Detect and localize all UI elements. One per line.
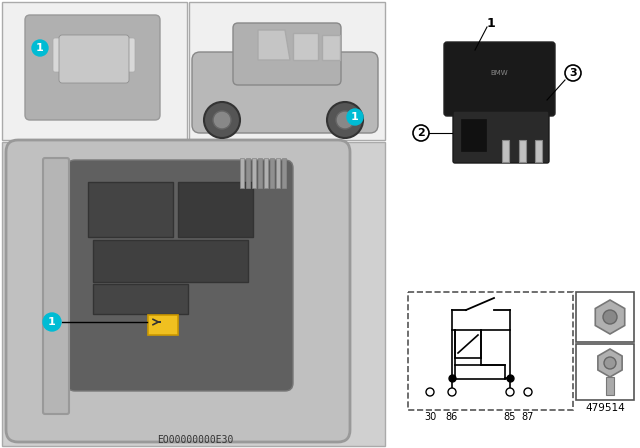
FancyBboxPatch shape: [53, 38, 135, 72]
Bar: [93, 284, 188, 314]
Bar: [535, 140, 542, 162]
Text: 3: 3: [427, 402, 433, 412]
FancyBboxPatch shape: [43, 158, 69, 414]
Text: 2: 2: [578, 348, 586, 361]
Circle shape: [506, 388, 514, 396]
Circle shape: [524, 388, 532, 396]
FancyBboxPatch shape: [453, 111, 549, 163]
Bar: [2, 2, 187, 140]
FancyBboxPatch shape: [192, 52, 378, 133]
Text: 2: 2: [507, 402, 513, 412]
Circle shape: [413, 125, 429, 141]
Text: 1: 1: [449, 402, 455, 412]
Circle shape: [43, 313, 61, 331]
Polygon shape: [322, 35, 340, 60]
Circle shape: [327, 102, 363, 138]
Bar: [606, 377, 614, 395]
FancyBboxPatch shape: [67, 160, 293, 391]
Circle shape: [213, 111, 231, 129]
Text: EO00000000E30: EO00000000E30: [157, 435, 233, 445]
Bar: [148, 315, 178, 335]
Text: 1: 1: [36, 43, 44, 53]
Text: 5: 5: [525, 402, 531, 412]
Bar: [240, 158, 244, 188]
Bar: [93, 240, 248, 282]
Text: 1: 1: [486, 17, 495, 30]
Polygon shape: [598, 349, 622, 377]
Text: 1: 1: [351, 112, 359, 122]
Text: 3: 3: [569, 68, 577, 78]
Bar: [408, 292, 573, 410]
Text: 2: 2: [417, 128, 425, 138]
Text: 479514: 479514: [585, 403, 625, 413]
Polygon shape: [293, 33, 318, 60]
Bar: [246, 158, 250, 188]
FancyBboxPatch shape: [233, 23, 341, 85]
FancyBboxPatch shape: [59, 35, 129, 83]
Circle shape: [32, 40, 48, 56]
Bar: [276, 158, 280, 188]
Polygon shape: [595, 300, 625, 334]
Bar: [178, 182, 253, 237]
FancyBboxPatch shape: [444, 42, 555, 116]
Circle shape: [347, 109, 363, 125]
Bar: [2, 142, 385, 446]
Circle shape: [604, 357, 616, 369]
Bar: [455, 330, 481, 358]
Text: 85: 85: [504, 412, 516, 422]
Bar: [455, 365, 505, 379]
FancyBboxPatch shape: [6, 140, 350, 442]
Bar: [576, 292, 634, 342]
Text: 3: 3: [578, 301, 586, 314]
Text: 30: 30: [424, 412, 436, 422]
Text: 87: 87: [522, 412, 534, 422]
Text: 86: 86: [446, 412, 458, 422]
Circle shape: [448, 388, 456, 396]
Circle shape: [204, 102, 240, 138]
Bar: [88, 182, 173, 237]
FancyBboxPatch shape: [25, 15, 160, 120]
Bar: [264, 158, 268, 188]
Bar: [576, 344, 634, 400]
Bar: [189, 2, 385, 140]
Bar: [270, 158, 274, 188]
Bar: [282, 158, 286, 188]
Circle shape: [426, 388, 434, 396]
Bar: [461, 119, 486, 151]
Polygon shape: [258, 30, 290, 60]
Bar: [252, 158, 256, 188]
Text: 1: 1: [48, 317, 56, 327]
Circle shape: [565, 65, 581, 81]
Bar: [258, 158, 262, 188]
Circle shape: [603, 310, 617, 324]
Text: BMW: BMW: [490, 70, 508, 76]
Bar: [502, 140, 509, 162]
Bar: [519, 140, 526, 162]
Circle shape: [336, 111, 354, 129]
